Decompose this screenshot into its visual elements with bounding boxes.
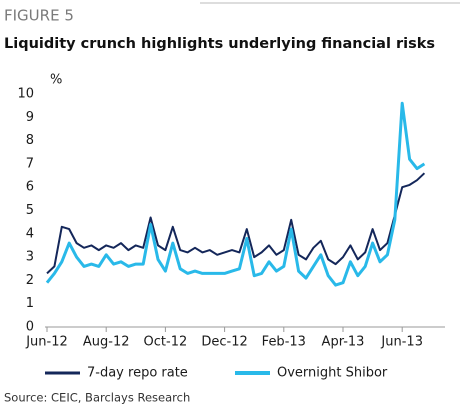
y-tick-label: 10 <box>17 87 34 102</box>
x-tick-label: Dec-12 <box>201 335 247 350</box>
chart-title: Liquidity crunch highlights underlying f… <box>4 36 435 52</box>
y-tick-label: 8 <box>26 133 34 148</box>
source: Source: CEIC, Barclays Research <box>4 391 190 405</box>
y-tick-label: 4 <box>26 226 34 241</box>
y-tick-label: 0 <box>26 320 34 335</box>
legend-label: Overnight Shibor <box>277 366 388 381</box>
x-tick-label: Feb-13 <box>262 335 306 350</box>
y-axis-label: % <box>50 73 62 88</box>
x-tick-label: Aug-12 <box>83 335 130 350</box>
x-tick-label: Jun-12 <box>25 335 68 350</box>
series-line <box>46 172 426 275</box>
y-tick-label: 3 <box>26 250 34 265</box>
y-tick-label: 6 <box>26 180 34 195</box>
legend-label: 7-day repo rate <box>87 366 188 381</box>
x-tick-label: Oct-12 <box>144 335 188 350</box>
series-line <box>45 101 426 287</box>
x-tick-label: Apr-13 <box>322 335 365 350</box>
y-tick-label: 1 <box>26 296 34 311</box>
y-tick-label: 7 <box>26 156 34 171</box>
y-tick-label: 9 <box>26 110 34 125</box>
y-tick-label: 2 <box>26 273 34 288</box>
x-tick-label: Jun-13 <box>380 335 423 350</box>
figure-label: FIGURE 5 <box>4 7 74 25</box>
y-tick-label: 5 <box>26 203 34 218</box>
